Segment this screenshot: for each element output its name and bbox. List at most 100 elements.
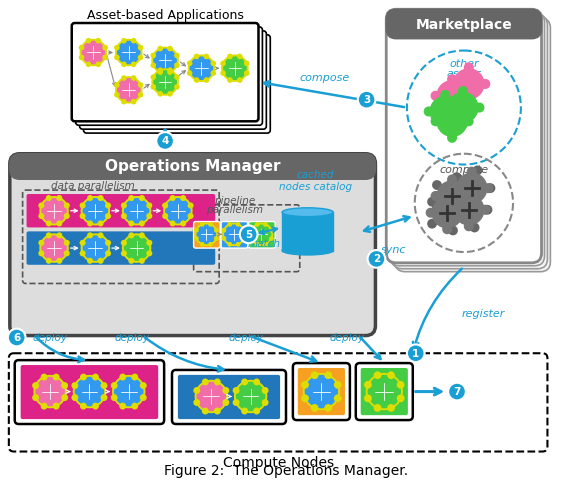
Circle shape [114, 55, 120, 60]
Circle shape [86, 61, 92, 67]
Circle shape [427, 197, 437, 206]
FancyBboxPatch shape [72, 23, 259, 121]
Circle shape [121, 99, 126, 105]
Circle shape [41, 373, 47, 381]
Circle shape [8, 329, 26, 347]
Circle shape [483, 183, 493, 193]
Circle shape [449, 216, 459, 226]
Circle shape [46, 232, 52, 239]
Circle shape [32, 382, 39, 389]
Circle shape [131, 61, 137, 67]
Circle shape [40, 234, 68, 262]
Ellipse shape [282, 208, 333, 216]
Circle shape [452, 194, 462, 204]
FancyBboxPatch shape [172, 370, 286, 424]
Circle shape [82, 197, 109, 225]
Circle shape [241, 236, 247, 241]
Circle shape [38, 240, 45, 246]
Text: Marketplace: Marketplace [415, 18, 513, 32]
Circle shape [46, 195, 52, 201]
Circle shape [311, 372, 319, 379]
Circle shape [164, 197, 192, 225]
Circle shape [214, 228, 219, 233]
Circle shape [374, 372, 382, 379]
Circle shape [358, 91, 375, 108]
Circle shape [210, 60, 216, 66]
Circle shape [463, 191, 474, 201]
Circle shape [41, 403, 47, 409]
Circle shape [464, 188, 474, 198]
Circle shape [304, 374, 339, 409]
Circle shape [169, 195, 176, 201]
Ellipse shape [282, 246, 333, 255]
Circle shape [38, 213, 45, 219]
Circle shape [269, 228, 274, 233]
Circle shape [251, 224, 272, 245]
Circle shape [436, 180, 468, 212]
Circle shape [72, 382, 78, 389]
Circle shape [132, 373, 138, 381]
Circle shape [237, 77, 243, 83]
Circle shape [138, 45, 144, 50]
Circle shape [98, 220, 104, 227]
Circle shape [463, 91, 474, 101]
Circle shape [139, 220, 145, 227]
Circle shape [86, 38, 92, 44]
Circle shape [193, 399, 200, 406]
Circle shape [442, 103, 451, 113]
Circle shape [430, 96, 461, 127]
FancyBboxPatch shape [84, 35, 271, 133]
Circle shape [138, 82, 144, 88]
Circle shape [116, 40, 141, 65]
Circle shape [82, 234, 109, 262]
Circle shape [174, 84, 180, 90]
Circle shape [128, 220, 134, 227]
Circle shape [448, 190, 458, 200]
Circle shape [255, 242, 260, 247]
Circle shape [139, 195, 145, 201]
Circle shape [80, 240, 86, 246]
Circle shape [202, 379, 209, 385]
FancyBboxPatch shape [293, 363, 350, 420]
Circle shape [448, 226, 458, 235]
FancyBboxPatch shape [361, 368, 408, 415]
Circle shape [105, 250, 111, 256]
Circle shape [80, 213, 86, 219]
Circle shape [458, 174, 486, 202]
Circle shape [189, 56, 214, 81]
Circle shape [98, 232, 104, 239]
Circle shape [436, 80, 468, 111]
Circle shape [223, 224, 245, 245]
Circle shape [456, 172, 487, 204]
Circle shape [123, 197, 150, 225]
Circle shape [38, 203, 45, 208]
Circle shape [200, 242, 205, 247]
Circle shape [440, 90, 450, 100]
Circle shape [458, 86, 468, 96]
FancyBboxPatch shape [26, 194, 215, 228]
Circle shape [311, 404, 319, 412]
Circle shape [447, 207, 457, 217]
Circle shape [364, 381, 372, 389]
Circle shape [194, 77, 200, 83]
Text: compute: compute [439, 166, 488, 175]
Circle shape [196, 381, 227, 412]
Circle shape [102, 45, 108, 50]
Circle shape [222, 56, 248, 81]
Circle shape [128, 258, 134, 264]
Text: parallelism: parallelism [206, 205, 263, 215]
Circle shape [121, 38, 126, 44]
Circle shape [114, 92, 120, 97]
Circle shape [334, 395, 341, 402]
Circle shape [157, 91, 163, 96]
Circle shape [120, 373, 126, 381]
Circle shape [169, 220, 176, 227]
Circle shape [208, 222, 213, 227]
Circle shape [368, 250, 386, 268]
Circle shape [202, 408, 209, 414]
Circle shape [120, 403, 126, 409]
Circle shape [188, 203, 194, 208]
Circle shape [98, 258, 104, 264]
FancyBboxPatch shape [21, 365, 158, 419]
Circle shape [426, 208, 436, 218]
